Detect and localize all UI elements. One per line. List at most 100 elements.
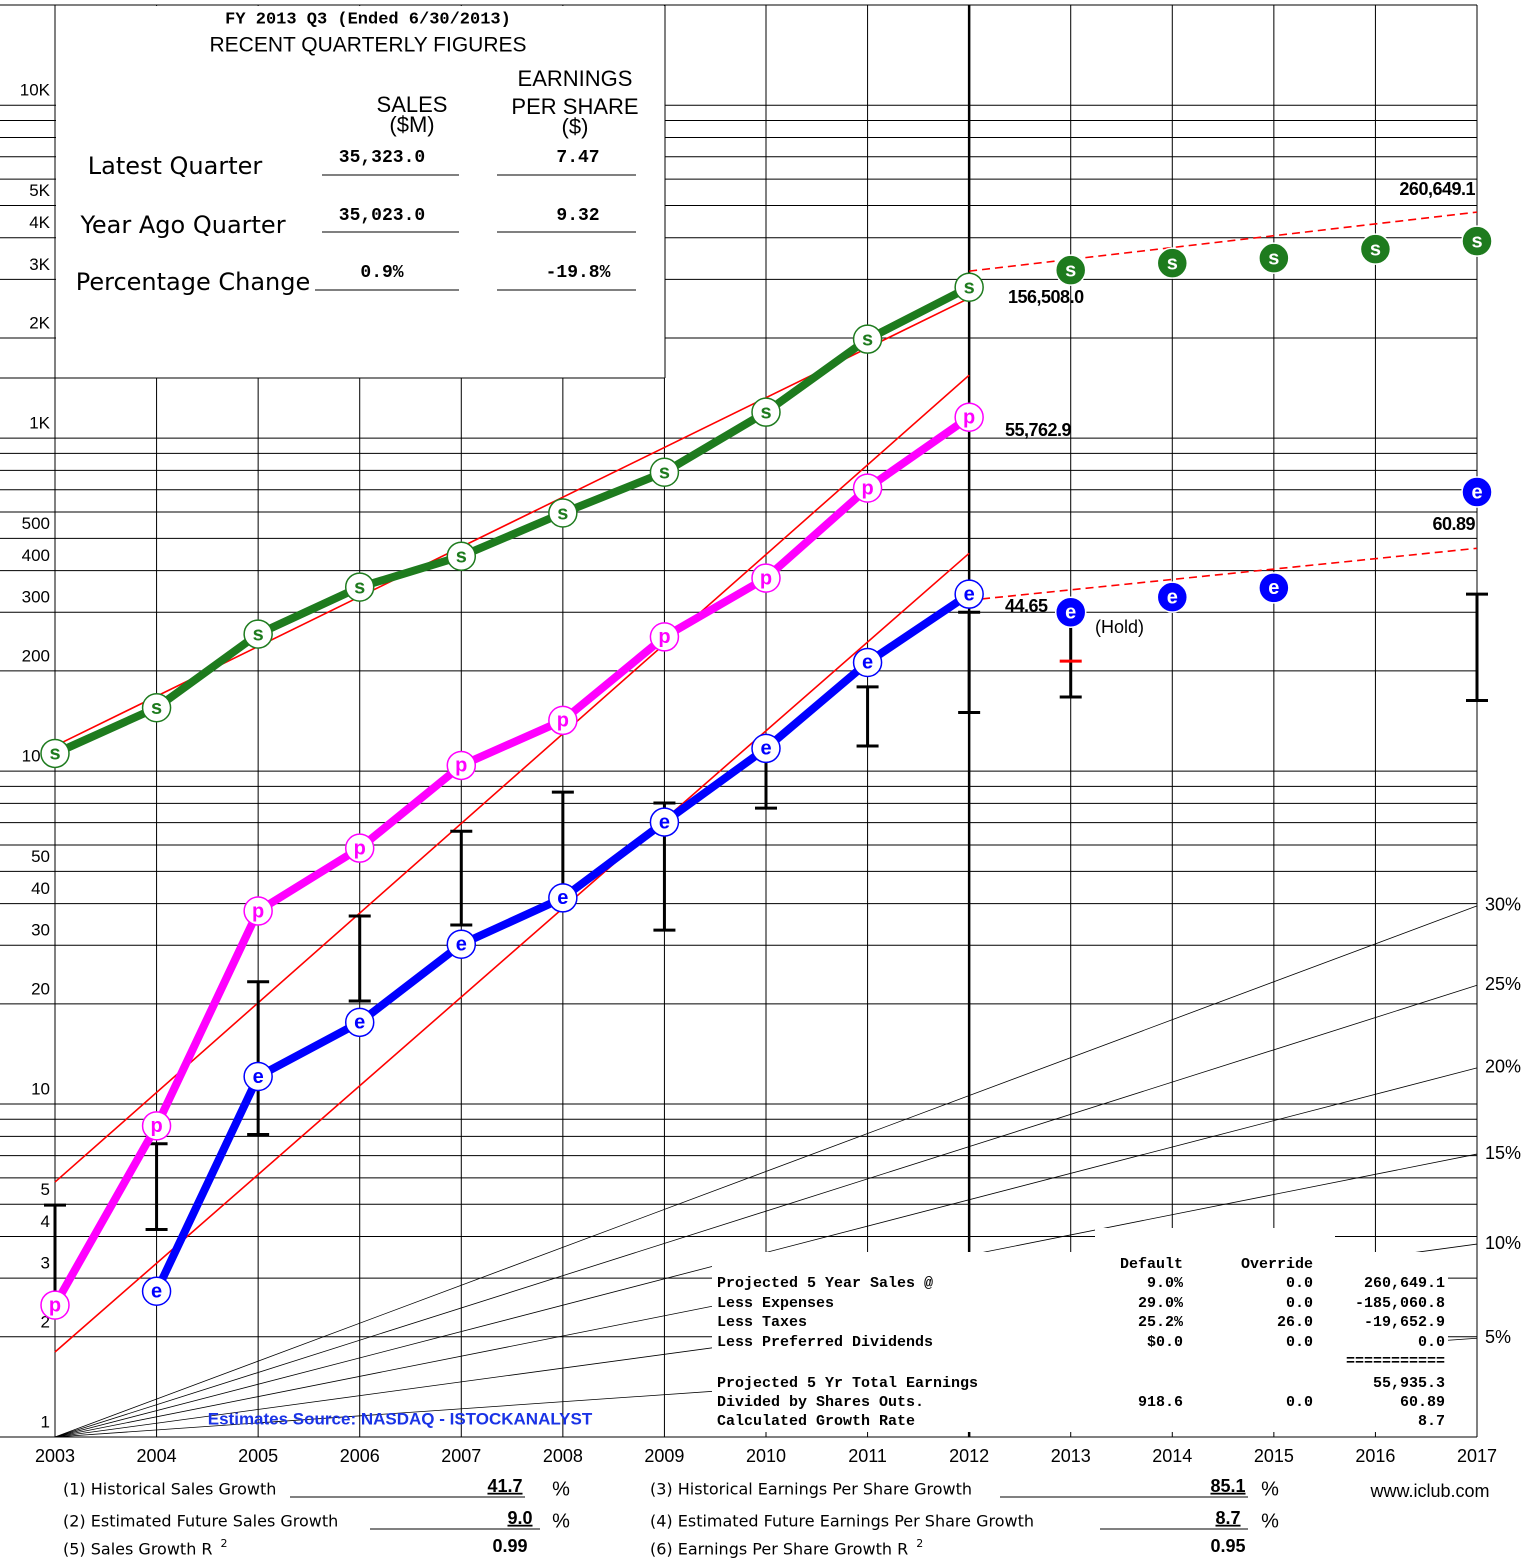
summary-superscript: 2: [916, 1537, 923, 1550]
marker-letter: s: [760, 401, 771, 423]
marker-letter: p: [861, 477, 873, 499]
marker-letter: e: [862, 652, 873, 674]
price-range: [856, 685, 879, 748]
y-tick-label: 5K: [29, 181, 50, 200]
table-cell: 260,649.1: [1364, 1275, 1445, 1292]
eps-value: 7.47: [556, 148, 599, 168]
rate-guide-label: 20%: [1485, 1057, 1521, 1077]
table-cell: Less Preferred Dividends: [717, 1334, 933, 1351]
table-cell: Projected 5 Yr Total Earnings: [717, 1375, 978, 1392]
x-tick-label: 2014: [1152, 1446, 1192, 1466]
y-tick-label: 200: [22, 646, 50, 665]
table-cell: 25.2%: [1138, 1314, 1184, 1331]
data-marker: [1359, 233, 1392, 265]
marker-letter: e: [557, 887, 568, 909]
x-tick-label: 2006: [340, 1446, 380, 1466]
marker-letter: s: [253, 623, 264, 645]
rate-guide-label: 15%: [1485, 1143, 1521, 1163]
summary-value: 85.1: [1210, 1476, 1245, 1496]
y-tick-label: 3: [41, 1254, 50, 1273]
marker-letter: e: [659, 811, 670, 833]
table-cell: 9.0%: [1147, 1275, 1184, 1292]
data-annotation: 60.89: [1432, 514, 1475, 534]
marker-letter: e: [456, 934, 467, 956]
data-marker: [141, 1276, 172, 1307]
table-cell: 55,935.3: [1373, 1375, 1445, 1392]
marker-letter: s: [1370, 238, 1381, 260]
data-marker: [548, 705, 578, 736]
summary-value: 0.99: [492, 1536, 527, 1556]
summary-value: 41.7: [487, 1476, 522, 1496]
table-cell: 60.89: [1400, 1394, 1445, 1411]
summary-superscript: 2: [221, 1537, 228, 1550]
marker-letter: s: [1167, 252, 1178, 274]
marker-letter: s: [456, 546, 467, 568]
y-tick-label: 4K: [29, 213, 50, 232]
row-label: Year Ago Quarter: [79, 211, 285, 239]
data-marker: [954, 272, 984, 302]
table-cell: Projected 5 Year Sales @: [717, 1275, 933, 1292]
rate-guide-label: 25%: [1485, 974, 1521, 994]
marker-letter: e: [354, 1012, 365, 1034]
data-marker: [751, 733, 781, 764]
column-header: ($): [562, 114, 589, 139]
y-tick-label: 1K: [29, 414, 50, 433]
summary-value: 9.0: [507, 1508, 532, 1528]
data-marker: [446, 541, 477, 571]
x-tick-label: 2013: [1051, 1446, 1091, 1466]
data-marker: [548, 883, 578, 913]
table-cell: Less Taxes: [717, 1314, 807, 1331]
marker-letter: s: [1268, 247, 1279, 269]
table-cell: Calculated Growth Rate: [717, 1413, 915, 1430]
data-annotation: 156,508.0: [1008, 287, 1084, 307]
marker-letter: p: [354, 837, 366, 859]
data-marker: [40, 1290, 70, 1320]
y-tick-label: 40: [31, 879, 50, 898]
marker-letter: p: [963, 406, 975, 428]
y-tick-label: 400: [22, 546, 50, 565]
rate-guide-label: 30%: [1485, 895, 1521, 915]
x-tick-label: 2016: [1355, 1446, 1395, 1466]
x-tick-label: 2005: [238, 1446, 278, 1466]
data-marker: [344, 572, 375, 602]
trend-line: [969, 211, 1478, 272]
column-header: SALES: [377, 92, 448, 117]
marker-letter: s: [659, 462, 670, 484]
table-cell: 0.0: [1286, 1295, 1313, 1312]
x-tick-label: 2017: [1457, 1446, 1497, 1466]
summary-label: (6) Earnings Per Share Growth R: [650, 1540, 908, 1559]
x-tick-label: 2008: [543, 1446, 583, 1466]
marker-letter: p: [49, 1294, 61, 1316]
rate-guide: [54, 905, 1478, 1438]
marker-letter: e: [1471, 481, 1482, 503]
table-header: Override: [1241, 1256, 1313, 1273]
price-range: [247, 980, 270, 1137]
marker-letter: s: [862, 328, 873, 350]
summary-unit: %: [1261, 1510, 1279, 1532]
trend-line: [54, 552, 970, 1353]
x-tick-label: 2011: [848, 1446, 887, 1466]
quarterly-box: [56, 6, 665, 378]
data-marker: [649, 622, 680, 652]
data-marker: [954, 579, 984, 609]
data-marker: [1156, 581, 1189, 613]
marker-letter: p: [150, 1115, 162, 1137]
summary-unit: %: [552, 1510, 570, 1532]
price-range: [755, 754, 777, 810]
eps-value: 9.32: [556, 206, 599, 226]
data-annotation: (Hold): [1095, 617, 1144, 637]
sales-value: 35,023.0: [339, 206, 425, 226]
marker-letter: p: [760, 567, 772, 589]
y-tick-label: 20: [31, 979, 50, 998]
x-tick-label: 2015: [1254, 1446, 1294, 1466]
table-cell: Divided by Shares Outs.: [717, 1394, 924, 1411]
y-tick-label: 4: [41, 1212, 50, 1231]
box-subtitle: RECENT QUARTERLY FIGURES: [209, 34, 526, 57]
data-marker: [1054, 596, 1087, 629]
marker-letter: s: [151, 697, 162, 719]
data-marker: [141, 1111, 172, 1141]
summary-unit: %: [1261, 1478, 1279, 1500]
sales-value: 0.9%: [360, 263, 403, 283]
data-annotation: 44.65: [1005, 596, 1048, 616]
rate-guide: [54, 984, 1478, 1438]
